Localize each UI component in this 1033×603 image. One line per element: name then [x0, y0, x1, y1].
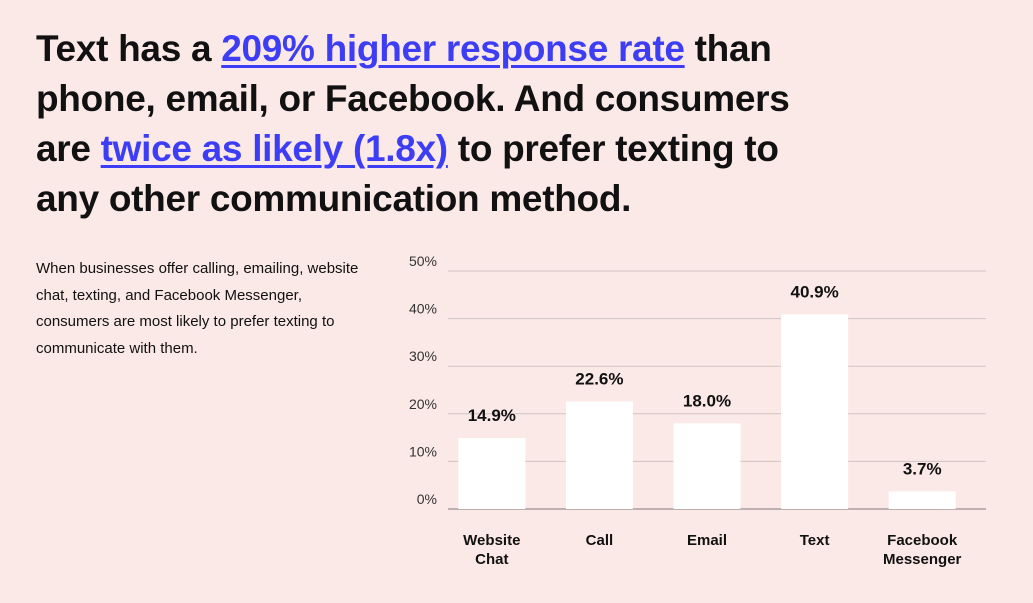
y-tick-label: 50% [409, 253, 437, 269]
category-label: Facebook [887, 532, 958, 549]
category-label: Messenger [883, 551, 962, 568]
headline-text-1: Text has a [36, 28, 222, 69]
bar [565, 401, 633, 509]
bar [888, 491, 956, 509]
category-label: Text [800, 532, 830, 549]
headline-text-3: to prefer texting to any other communica… [36, 128, 779, 219]
bar [458, 438, 526, 509]
data-label: 18.0% [683, 391, 731, 410]
response-rate-link[interactable]: 209% higher response rate [221, 28, 685, 69]
data-label: 3.7% [903, 459, 942, 478]
y-tick-label: 0% [417, 491, 437, 507]
data-label: 14.9% [468, 406, 516, 425]
twice-as-likely-link[interactable]: twice as likely (1.8x) [100, 128, 448, 169]
y-tick-label: 40% [409, 301, 437, 317]
bar [781, 314, 849, 509]
y-tick-label: 10% [409, 443, 437, 459]
y-tick-label: 30% [409, 348, 437, 364]
category-label: Website [463, 532, 520, 549]
bar [673, 423, 741, 509]
data-label: 40.9% [790, 282, 838, 301]
chart-description: When businesses offer calling, emailing,… [36, 260, 359, 357]
y-tick-label: 20% [409, 396, 437, 412]
category-label: Email [687, 532, 727, 549]
category-label: Chat [475, 551, 508, 568]
category-label: Call [586, 532, 614, 549]
headline-text-2: than phone, email, or Facebook. And cons… [36, 28, 790, 169]
data-label: 22.6% [575, 369, 623, 388]
headline: Text has a 209% higher response rate tha… [36, 24, 796, 224]
